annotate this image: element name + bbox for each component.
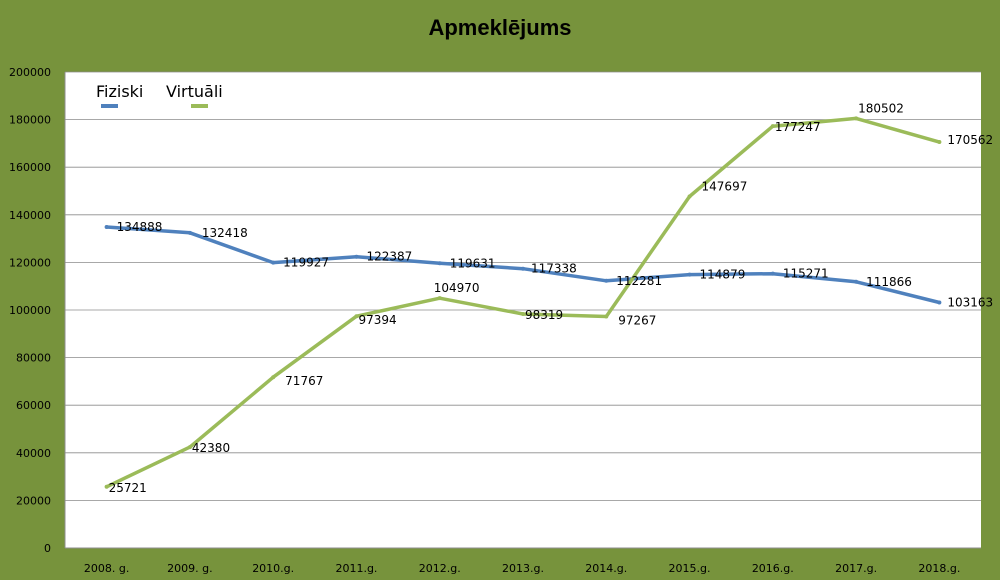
data-point [604,278,609,283]
data-label: 119631 [450,256,496,270]
data-label: 180502 [858,101,904,115]
data-point [854,116,859,121]
data-point [271,375,276,380]
data-label: 103163 [947,295,993,309]
x-tick-label: 2017.g. [835,562,877,575]
data-point [937,140,942,145]
gridlines [65,71,981,501]
data-label: 170562 [947,133,993,147]
x-tick-label: 2012.g. [419,562,461,575]
data-point [521,312,525,317]
y-tick-label: 120000 [9,256,51,269]
data-labels: 134888 132418 119927 122387 119631 117338 1122… [109,101,994,494]
data-label: 177247 [775,120,821,134]
data-point [104,224,109,229]
x-tick-label: 2016.g. [752,562,794,575]
data-point [271,260,276,265]
legend-label: Virtuāli [166,82,223,101]
series-lines [104,116,942,489]
y-tick-label: 0 [44,542,51,555]
data-label: 132418 [202,226,248,240]
data-point [854,279,859,284]
legend: Fiziski Virtuāli [96,82,223,108]
axes: 0 20000 40000 60000 80000 100000 120000 140000 1… [9,66,981,575]
data-point [937,300,942,305]
y-tick-label: 140000 [9,209,51,222]
y-tick-label: 200000 [9,66,51,79]
data-point [521,266,525,271]
data-point [770,124,775,129]
data-label: 114879 [700,268,746,282]
y-tick-label: 80000 [16,352,51,365]
data-label: 111866 [866,275,912,289]
data-point [437,296,442,301]
data-label: 147697 [702,179,748,193]
y-tick-label: 20000 [16,494,51,507]
data-label: 98319 [525,308,563,322]
data-label: 122387 [366,250,412,264]
data-point [354,254,359,259]
x-tick-label: 2015.g. [669,562,711,575]
data-label: 71767 [285,374,323,388]
data-label: 42380 [192,441,230,455]
data-point [770,271,775,276]
data-label: 104970 [434,281,480,295]
x-tick-label: 2018.g. [918,562,960,575]
data-label: 117338 [531,262,577,276]
data-label: 115271 [783,267,829,281]
y-tick-label: 160000 [9,161,51,174]
x-tick-label: 2008. g. [84,562,129,575]
data-label: 97267 [618,314,656,328]
x-tick-label: 2009. g. [167,562,212,575]
data-point [104,484,109,489]
data-point [354,314,359,319]
y-tick-label: 40000 [16,447,51,460]
data-point [687,194,692,199]
legend-label: Fiziski [96,82,143,101]
data-label: 112281 [616,274,662,288]
x-tick-label: 2013.g. [502,562,544,575]
data-point [187,445,192,450]
data-point [687,272,692,277]
data-label: 134888 [117,220,163,234]
data-point [604,314,609,319]
x-tick-label: 2011.g. [335,562,377,575]
data-label: 119927 [283,256,329,270]
data-label: 25721 [109,481,147,495]
y-tick-label: 60000 [16,399,51,412]
y-tick-label: 100000 [9,304,51,317]
data-point [437,261,442,266]
data-label: 97394 [358,313,396,327]
data-point [187,230,192,235]
x-tick-label: 2014.g. [585,562,627,575]
chart-title: Apmeklējums [428,15,571,40]
y-tick-label: 180000 [9,114,51,127]
x-tick-label: 2010.g. [252,562,294,575]
